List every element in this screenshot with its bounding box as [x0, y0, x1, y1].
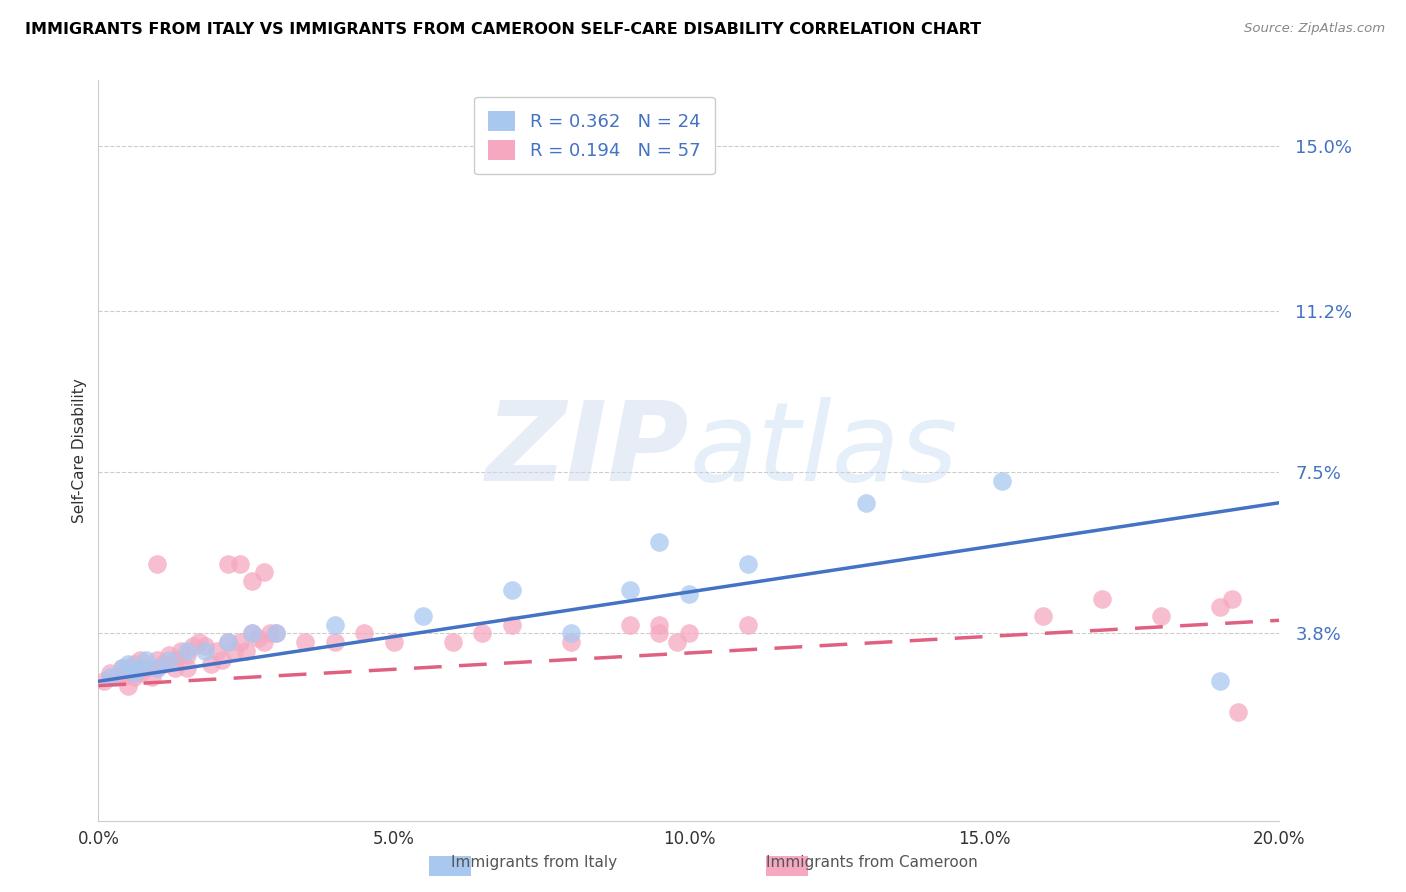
Point	[240, 626, 263, 640]
Point	[211, 652, 233, 666]
Point	[176, 644, 198, 658]
Point	[128, 665, 150, 680]
Point	[135, 652, 157, 666]
Point	[111, 661, 134, 675]
Point	[146, 661, 169, 675]
Point	[1220, 591, 1243, 606]
Point	[323, 617, 346, 632]
Point	[187, 635, 209, 649]
Point	[259, 626, 281, 640]
Point	[648, 535, 671, 549]
Point	[1032, 609, 1054, 624]
Point	[122, 670, 145, 684]
Point	[1227, 705, 1250, 719]
Point	[264, 626, 287, 640]
Point	[353, 626, 375, 640]
Point	[501, 617, 523, 632]
Point	[98, 670, 121, 684]
Point	[117, 679, 139, 693]
Point	[105, 670, 128, 684]
Point	[471, 626, 494, 640]
Point	[128, 652, 150, 666]
Point	[176, 648, 198, 662]
Point	[323, 635, 346, 649]
Point	[235, 644, 257, 658]
Point	[240, 574, 263, 588]
Point	[737, 617, 759, 632]
Point	[253, 566, 276, 580]
Point	[560, 626, 582, 640]
Text: ZIP: ZIP	[485, 397, 689, 504]
Point	[122, 665, 145, 680]
Point	[205, 644, 228, 658]
Point	[294, 635, 316, 649]
Point	[501, 582, 523, 597]
Point	[111, 661, 134, 675]
Point	[194, 640, 217, 654]
Point	[93, 674, 115, 689]
Point	[648, 626, 671, 640]
Point	[122, 657, 145, 671]
Point	[165, 652, 187, 666]
Point	[412, 609, 434, 624]
Point	[128, 661, 150, 675]
Point	[991, 474, 1014, 488]
Point	[666, 635, 689, 649]
Point	[117, 661, 139, 675]
Text: IMMIGRANTS FROM ITALY VS IMMIGRANTS FROM CAMEROON SELF-CARE DISABILITY CORRELATI: IMMIGRANTS FROM ITALY VS IMMIGRANTS FROM…	[25, 22, 981, 37]
Point	[217, 635, 239, 649]
Point	[98, 665, 121, 680]
Point	[200, 657, 222, 671]
Point	[152, 657, 174, 671]
Point	[264, 626, 287, 640]
Point	[382, 635, 405, 649]
Point	[157, 652, 180, 666]
Point	[1209, 600, 1232, 615]
Point	[619, 617, 641, 632]
Y-axis label: Self-Care Disability: Self-Care Disability	[72, 378, 87, 523]
Point	[135, 661, 157, 675]
Point	[217, 635, 239, 649]
Text: Source: ZipAtlas.com: Source: ZipAtlas.com	[1244, 22, 1385, 36]
Point	[560, 635, 582, 649]
Point	[229, 635, 252, 649]
Point	[146, 557, 169, 571]
Legend: R = 0.362   N = 24, R = 0.194   N = 57: R = 0.362 N = 24, R = 0.194 N = 57	[474, 96, 716, 175]
Point	[157, 648, 180, 662]
Point	[217, 557, 239, 571]
Point	[111, 670, 134, 684]
Point	[229, 557, 252, 571]
Point	[146, 661, 169, 675]
Point	[246, 631, 269, 645]
Point	[619, 582, 641, 597]
Point	[194, 644, 217, 658]
Point	[165, 661, 187, 675]
Point	[117, 657, 139, 671]
Point	[441, 635, 464, 649]
Point	[855, 496, 877, 510]
Point	[170, 644, 193, 658]
Point	[1150, 609, 1173, 624]
Point	[1091, 591, 1114, 606]
Point	[737, 557, 759, 571]
Point	[678, 587, 700, 601]
Point	[253, 635, 276, 649]
Point	[224, 644, 246, 658]
Point	[678, 626, 700, 640]
Text: Immigrants from Cameroon: Immigrants from Cameroon	[766, 855, 977, 870]
Point	[146, 652, 169, 666]
Point	[176, 661, 198, 675]
Text: atlas: atlas	[689, 397, 957, 504]
Point	[1209, 674, 1232, 689]
Text: Immigrants from Italy: Immigrants from Italy	[451, 855, 617, 870]
Point	[181, 640, 204, 654]
Point	[141, 670, 163, 684]
Point	[648, 617, 671, 632]
Point	[240, 626, 263, 640]
